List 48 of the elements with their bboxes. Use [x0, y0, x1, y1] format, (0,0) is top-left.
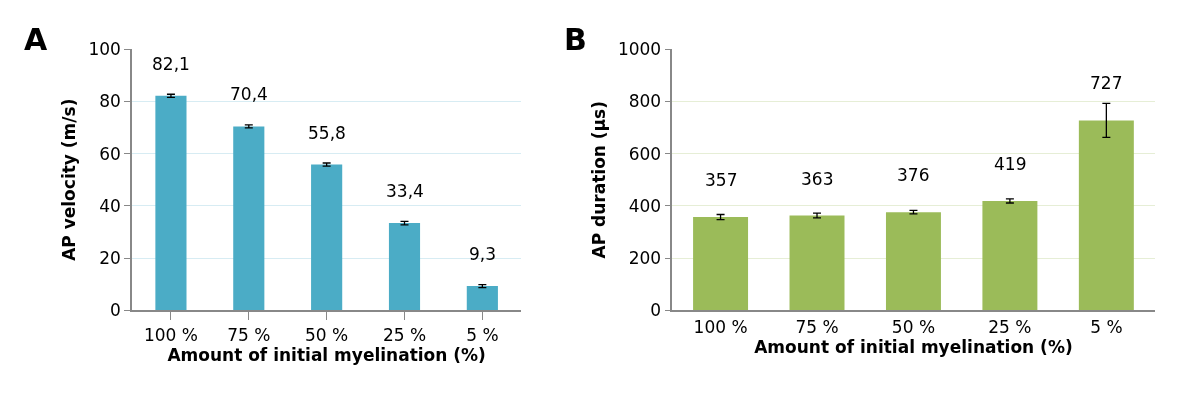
y-tick-label: 400	[628, 195, 662, 216]
data-label: 727	[1090, 73, 1123, 93]
bar	[233, 126, 265, 311]
bar	[982, 200, 1038, 311]
data-label: 376	[897, 165, 930, 185]
data-label: 82,1	[152, 54, 190, 74]
y-tick-label: 40	[99, 195, 121, 216]
y-tick-label: 600	[628, 143, 662, 164]
x-axis-title: Amount of initial myelination (%)	[167, 344, 486, 365]
x-axis-title: Amount of initial myelination (%)	[754, 336, 1073, 357]
chart-title: B	[564, 22, 587, 57]
bar	[311, 164, 343, 311]
y-tick-label: 80	[99, 91, 121, 112]
bar	[789, 215, 845, 311]
data-label: 9,3	[469, 244, 497, 264]
data-label: 419	[994, 154, 1027, 174]
y-tick-label: 0	[650, 300, 662, 321]
y-axis-title: AP duration (µs)	[588, 100, 609, 259]
x-tick-label: 25 %	[382, 324, 427, 345]
x-tick-label: 25 %	[988, 316, 1032, 337]
data-label: 33,4	[386, 181, 424, 201]
x-tick-label: 100 %	[693, 316, 748, 337]
x-tick-label: 5 %	[466, 324, 499, 345]
y-axis-title: AP velocity (m/s)	[59, 98, 80, 261]
data-label: 357	[705, 170, 738, 190]
x-tick-label: 75 %	[227, 324, 271, 345]
y-tick-label: 0	[110, 300, 121, 321]
data-label: 55,8	[308, 123, 346, 143]
x-tick-label: 50 %	[305, 324, 349, 345]
bar	[693, 217, 749, 311]
y-tick-label: 800	[628, 91, 662, 112]
bar	[466, 286, 498, 311]
bar	[885, 212, 941, 311]
bar	[388, 223, 421, 311]
bar	[155, 95, 187, 311]
data-label: 363	[801, 169, 834, 189]
x-tick-label: 5 %	[1090, 316, 1123, 337]
y-tick-label: 20	[99, 248, 121, 269]
x-tick-label: 100 %	[143, 324, 198, 345]
bar	[1078, 120, 1134, 311]
x-tick-label: 75 %	[795, 316, 839, 337]
y-tick-label: 100	[88, 38, 121, 59]
data-label: 70,4	[230, 84, 268, 104]
y-tick-label: 1000	[617, 38, 662, 59]
y-tick-label: 60	[99, 143, 121, 164]
y-tick-label: 200	[628, 248, 662, 269]
x-tick-label: 50 %	[891, 316, 936, 337]
chart-title: A	[24, 22, 48, 57]
